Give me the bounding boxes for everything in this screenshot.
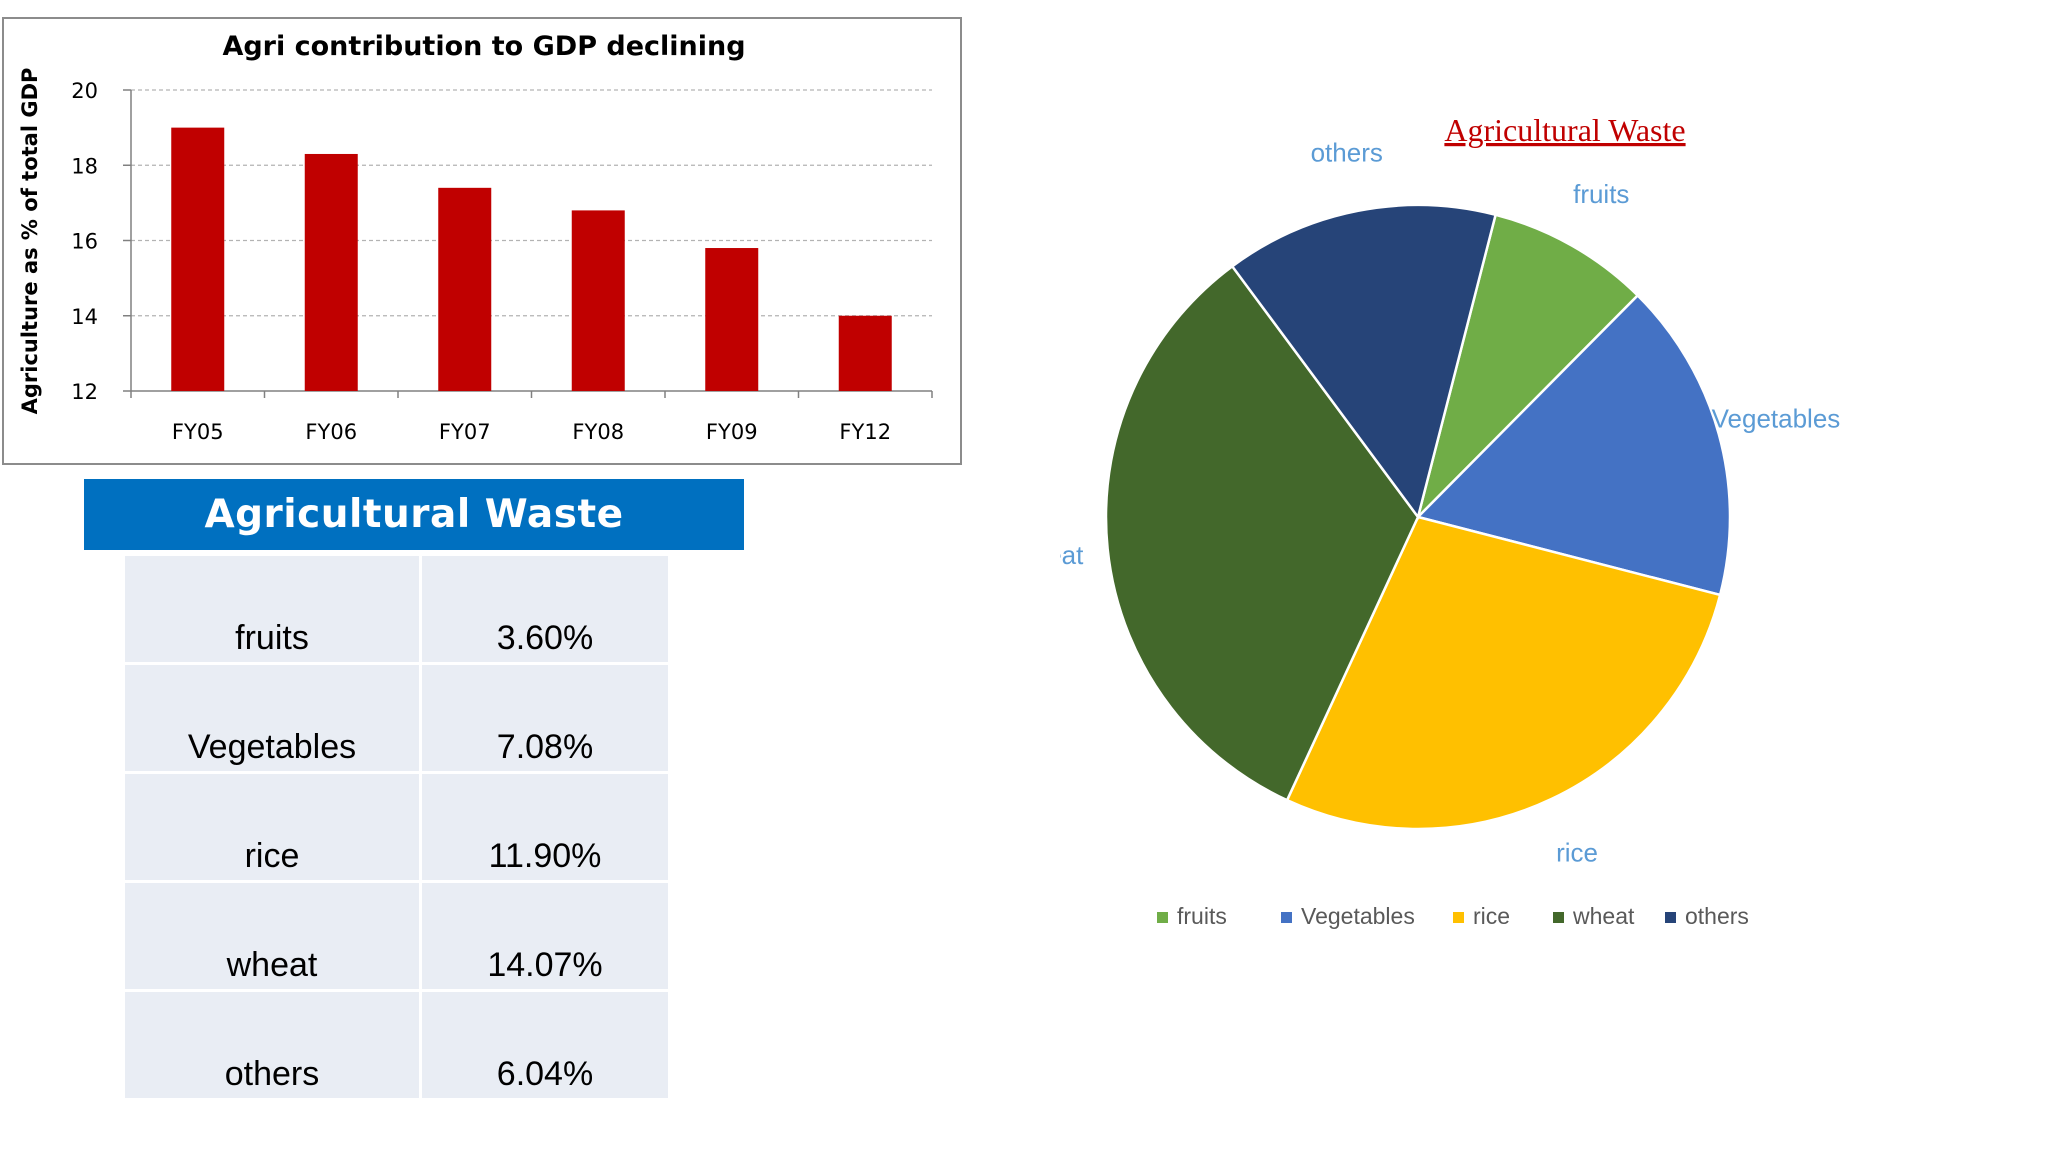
y-axis-label: Agriculture as % of total GDP <box>18 68 42 415</box>
legend-swatch <box>1157 912 1168 923</box>
table-row: fruits 3.60% <box>125 556 668 665</box>
waste-pie-chart: fruits Vegetables rice wheat others Agricultu… <box>1060 100 1900 960</box>
waste-pie-chart-svg: fruits Vegetables rice wheat others Agricultu… <box>1060 112 1841 929</box>
legend-swatch <box>1665 912 1676 923</box>
bar-fy08 <box>571 210 625 391</box>
table-row: wheat 14.07% <box>125 883 668 992</box>
y-tick-label: 18 <box>71 154 98 178</box>
pie-label: rice <box>1556 837 1598 867</box>
pie-slice-rice <box>1285 515 1722 831</box>
table-row-name: fruits <box>125 556 422 665</box>
y-tick-label: 16 <box>71 230 98 254</box>
y-tick-label: 14 <box>71 305 98 329</box>
legend-label: fruits <box>1177 903 1227 929</box>
pie-slice-others <box>1230 203 1498 520</box>
waste-table: fruits 3.60% Vegetables 7.08% rice 11.90% whea… <box>125 556 668 1101</box>
legend-swatch <box>1453 912 1464 923</box>
table-row-name: wheat <box>125 883 422 992</box>
table-row-value: 7.08% <box>422 665 668 774</box>
table-row: rice 11.90% <box>125 774 668 883</box>
x-tick-label: FY12 <box>839 420 891 444</box>
x-tick-label: FY06 <box>305 420 357 444</box>
y-tick-label: 12 <box>71 380 98 404</box>
x-tick-label: FY09 <box>706 420 758 444</box>
bar-fy09 <box>705 248 759 391</box>
x-tick-label: FY08 <box>572 420 624 444</box>
pie-label: Vegetables <box>1712 403 1841 433</box>
pie-slice-fruits <box>1415 213 1640 522</box>
bar-chart-title: Agri contribution to GDP declining <box>222 31 745 62</box>
pie-label: others <box>1311 138 1383 168</box>
table-row-value: 6.04% <box>422 992 668 1101</box>
table-row-value: 3.60% <box>422 556 668 665</box>
pie-label: wheat <box>1060 540 1084 570</box>
gdp-bar-chart: Agri contribution to GDP declining 12 14 16… <box>2 17 962 465</box>
pie-chart-title: Agricultural Waste <box>1444 112 1685 148</box>
legend-swatch <box>1553 912 1564 923</box>
y-tick-label: 20 <box>71 79 98 103</box>
table-row-name: others <box>125 992 422 1101</box>
pie-slice-wheat <box>1104 264 1420 802</box>
table-row-value: 14.07% <box>422 883 668 992</box>
legend-label: Vegetables <box>1301 903 1415 929</box>
table-row: others 6.04% <box>125 992 668 1101</box>
table-title: Agricultural Waste <box>84 479 744 550</box>
legend-label: others <box>1685 903 1749 929</box>
x-tick-label: FY07 <box>439 420 491 444</box>
pie-slice-vegetables <box>1415 293 1732 597</box>
gdp-bar-chart-svg: Agri contribution to GDP declining 12 14 16… <box>18 31 933 444</box>
bar-fy05 <box>171 127 225 391</box>
table-row: Vegetables 7.08% <box>125 665 668 774</box>
legend-label: wheat <box>1572 903 1635 929</box>
bar-fy06 <box>304 153 358 391</box>
table-row-name: rice <box>125 774 422 883</box>
legend-swatch <box>1281 912 1292 923</box>
pie-label: fruits <box>1573 179 1629 209</box>
bar-fy12 <box>838 315 892 391</box>
table-row-value: 11.90% <box>422 774 668 883</box>
x-tick-label: FY05 <box>172 420 224 444</box>
bar-fy07 <box>438 187 492 391</box>
table-row-name: Vegetables <box>125 665 422 774</box>
legend-label: rice <box>1473 903 1510 929</box>
